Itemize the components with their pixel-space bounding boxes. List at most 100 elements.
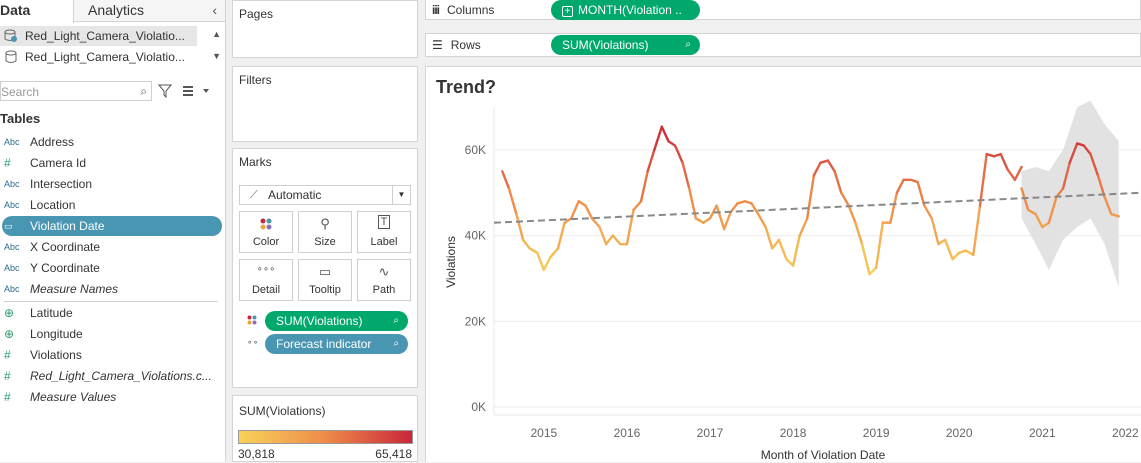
field-latitude[interactable]: ⊕ Latitude (0, 303, 222, 323)
actual-series-segment (819, 159, 830, 164)
rows-pill[interactable]: SUM(Violations) ⌕ (551, 35, 700, 55)
marks-card: Marks ⟋ Automatic ▼ Color ⚲ Size T Label… (232, 148, 418, 388)
detail-button[interactable]: ∘∘∘ Detail (239, 259, 293, 301)
actual-series-segment (964, 249, 975, 257)
divider (4, 301, 218, 302)
y-tick-label: 40K (465, 229, 486, 243)
field-red-light-camera-violations-c[interactable]: # Red_Light_Camera_Violations.c... (0, 366, 222, 386)
y-axis-title: Violations (444, 236, 458, 288)
actual-series-segment (632, 200, 643, 212)
rows-shelf-label: ☰ Rows (432, 38, 481, 52)
size-button[interactable]: ⚲ Size (298, 211, 352, 253)
datasource-item[interactable]: Red_Light_Camera_Violatio... (0, 26, 197, 46)
actual-series-segment (806, 174, 816, 220)
color-button[interactable]: Color (239, 211, 293, 253)
string-icon: Abc (4, 179, 20, 189)
datasource-name: Red_Light_Camera_Violatio... (25, 50, 185, 64)
actual-series-segment (563, 217, 573, 224)
actual-series-segment (889, 191, 899, 224)
field-label: X Coordinate (30, 240, 101, 254)
field-label: Y Coordinate (30, 261, 100, 275)
field-intersection[interactable]: Abc Intersection (0, 174, 222, 194)
forecast-series-segment (1068, 142, 1079, 164)
measure-icon: # (4, 348, 11, 362)
forecast-series-segment (1020, 187, 1030, 212)
field-measure-names[interactable]: Abc Measure Names (0, 279, 222, 299)
scroll-down-icon[interactable]: ▼ (212, 51, 221, 61)
search-field[interactable]: Search ⌕ (0, 81, 152, 101)
color-legend-gradient[interactable] (238, 430, 413, 444)
actual-series-segment (549, 247, 560, 259)
actual-series-segment (1006, 167, 1017, 182)
actual-series-segment (598, 225, 608, 246)
chevron-left-icon[interactable]: ‹ (212, 2, 217, 18)
actual-series-segment (604, 234, 615, 246)
marks-pill-forecast-indicator[interactable]: Forecast indicator ⌕ (265, 334, 408, 354)
field-violation-date[interactable]: ▭ Violation Date (2, 216, 222, 236)
legend-title: SUM(Violations) (239, 404, 326, 418)
datasource-live-icon (4, 29, 17, 42)
actual-series-segment (584, 204, 594, 220)
actual-series-segment (501, 170, 511, 190)
label-button[interactable]: T Label (357, 211, 411, 253)
actual-series-segment (535, 251, 546, 272)
rows-shelf[interactable]: ☰ Rows (425, 33, 1141, 57)
field-label: Measure Values (30, 390, 117, 404)
scroll-up-icon[interactable]: ▲ (212, 29, 221, 39)
tab-data[interactable]: Data (0, 0, 74, 23)
field-label: Latitude (30, 306, 73, 320)
pill-label: SUM(Violations) (276, 314, 363, 328)
field-address[interactable]: Abc Address (0, 132, 222, 152)
actual-series-segment (916, 180, 926, 207)
actual-series-segment (785, 257, 795, 267)
string-icon: Abc (4, 200, 20, 210)
actual-series-segment (577, 200, 587, 207)
pages-shelf[interactable]: Pages (232, 0, 418, 58)
forecast-series-segment (1061, 161, 1071, 190)
tooltip-button[interactable]: ▭ Tooltip (298, 259, 352, 301)
field-x-coordinate[interactable]: Abc X Coordinate (0, 237, 222, 257)
pane-tabs: Data Analytics ‹ (0, 0, 225, 23)
forecast-series-segment (1055, 187, 1065, 199)
detail-label: Detail (251, 284, 281, 296)
columns-pill[interactable]: + MONTH(Violation .. (551, 0, 700, 20)
marks-pill-sum-violations[interactable]: SUM(Violations) ⌕ (265, 311, 408, 331)
field-y-coordinate[interactable]: Abc Y Coordinate (0, 258, 222, 278)
path-button[interactable]: ∿ Path (357, 259, 411, 301)
actual-series-segment (667, 140, 677, 147)
actual-series-segment (694, 217, 705, 224)
legend-max: 65,418 (375, 447, 412, 461)
chart-title: Trend? (436, 77, 497, 97)
trend-chart[interactable]: 0K 20K 40K 60K 2015 2016 2017 2018 2019 2020 2021 2… (426, 67, 1141, 463)
actual-series-segment (999, 152, 1009, 171)
forecast-series-segment (1034, 212, 1044, 229)
actual-series-segment (715, 204, 726, 231)
actual-series-segment (791, 234, 801, 267)
filter-icon[interactable] (158, 84, 172, 98)
columns-shelf[interactable]: iii Columns (425, 0, 1141, 20)
color-icon (260, 218, 272, 230)
view-options-icon[interactable] (183, 86, 209, 96)
mark-type-dropdown[interactable]: ⟋ Automatic ▼ (239, 185, 411, 205)
search-icon: ⌕ (140, 84, 147, 98)
filters-shelf[interactable]: Filters (232, 66, 418, 142)
datasource-item[interactable]: Red_Light_Camera_Violatio... (0, 47, 197, 67)
rows-icon: ☰ (432, 38, 443, 52)
measure-icon: # (4, 390, 11, 404)
actual-series-segment (847, 204, 857, 224)
field-longitude[interactable]: ⊕ Longitude (0, 324, 222, 344)
actual-series-segment (729, 202, 739, 214)
field-violations[interactable]: # Violations (0, 345, 222, 365)
color-label: Color (252, 236, 280, 248)
field-measure-values[interactable]: # Measure Values (0, 387, 222, 407)
field-camera-id[interactable]: # Camera Id (0, 153, 222, 173)
actual-series-segment (812, 161, 822, 177)
pill-label: MONTH(Violation .. (578, 3, 682, 17)
actual-series-segment (860, 242, 871, 276)
cylinder-icon (5, 50, 17, 63)
actual-series-segment (625, 208, 635, 246)
tab-analytics[interactable]: Analytics (88, 2, 145, 18)
string-icon: Abc (4, 137, 20, 147)
field-location[interactable]: Abc Location (0, 195, 222, 215)
globe-icon: ⊕ (4, 306, 15, 320)
